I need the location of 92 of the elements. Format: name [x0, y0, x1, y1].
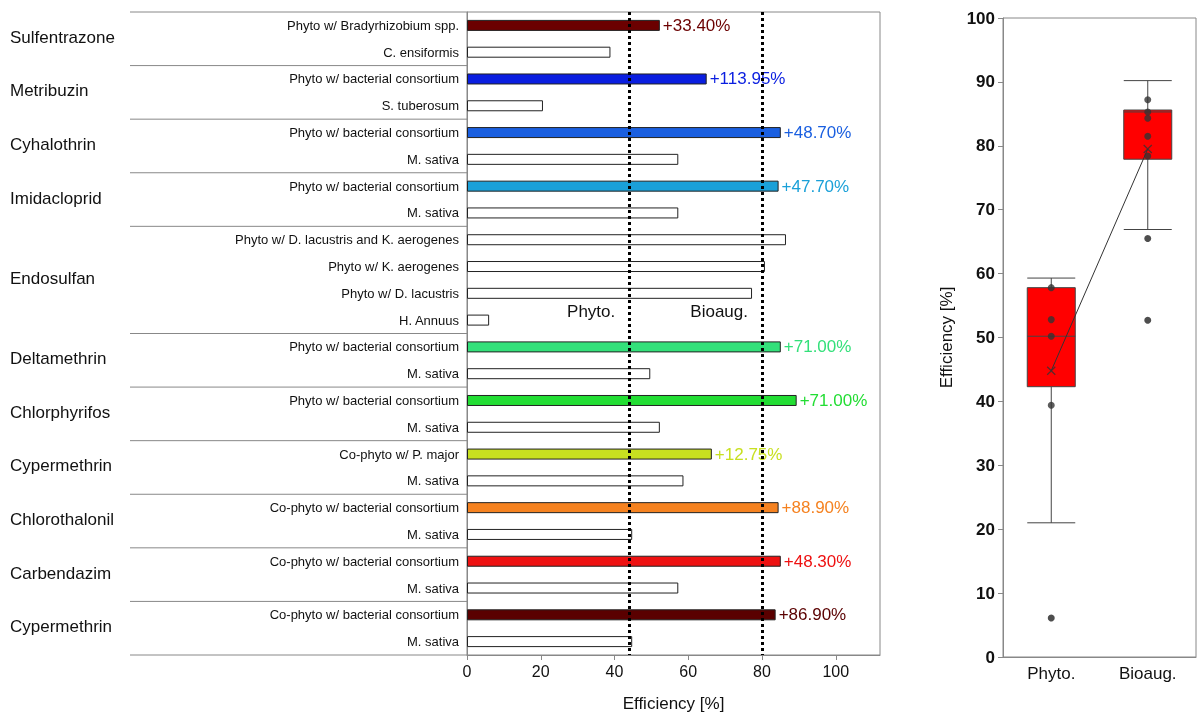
bar [467, 100, 543, 112]
bar [467, 582, 679, 594]
y-tick-label: 70 [976, 200, 995, 220]
y-tick-label: M. sativa [406, 151, 460, 167]
annotation: +47.70% [781, 176, 850, 196]
annotation: +88.90% [781, 498, 850, 518]
x-tick-label: 20 [531, 662, 550, 680]
y-tick-label: Phyto w/ bacterial consortium [289, 339, 459, 355]
annotation: +48.30% [783, 551, 852, 571]
y-tick-label: 20 [976, 519, 995, 539]
y-tick-label: 30 [976, 455, 995, 475]
bar [467, 19, 660, 31]
text: Cypermethrin [10, 617, 113, 637]
x-tick-label: 100 [822, 662, 850, 680]
annotation: +12.75% [714, 444, 783, 464]
y-tick-label: M. sativa [406, 634, 460, 650]
text: Sulfentrazone [10, 27, 115, 47]
y-tick-label: Co-phyto w/ bacterial consortium [269, 500, 459, 516]
bar [467, 287, 753, 299]
y-tick-label: M. sativa [406, 366, 460, 382]
y-tick-label: S. tuberosum [381, 98, 459, 114]
y-tick-label: M. sativa [406, 419, 460, 435]
y-axis-title: Efficiency [%] [937, 286, 956, 389]
y-tick-label: M. sativa [406, 526, 460, 542]
y-tick-label: 50 [976, 328, 995, 347]
y-tick-label: Phyto w/ D. lacustris [341, 285, 460, 301]
annotation: +71.00% [783, 337, 852, 357]
y-tick-label: Phyto w/ D. lacustris and K. aerogenes [234, 232, 460, 248]
y-tick-label: Phyto w/ K. aerogenes [328, 259, 460, 275]
bar [467, 528, 633, 540]
bar [467, 609, 776, 621]
y-tick-label: 0 [985, 647, 995, 667]
y-tick-label: Phyto w/ bacterial consortium [289, 71, 459, 87]
text: Deltamethrin [10, 349, 107, 369]
ref-line-label: Bioaug. [690, 302, 748, 321]
bar [467, 180, 779, 192]
y-tick-label: Phyto w/ Bradyrhizobium spp. [287, 17, 459, 33]
bar [467, 421, 660, 433]
bar [467, 314, 490, 326]
text: Endosulfan [10, 268, 96, 288]
text: Metribuzin [10, 81, 89, 101]
x-tick-label: Bioaug. [1118, 664, 1177, 683]
bar [467, 475, 684, 487]
bar [467, 46, 611, 58]
text: Cyhalothrin [10, 134, 96, 154]
y-tick-label: 80 [976, 136, 995, 156]
y-tick-label: M. sativa [406, 580, 460, 596]
text: Cypermethrin [10, 456, 113, 476]
bar [467, 234, 786, 246]
bar [467, 127, 781, 139]
text: Chlorphyrifos [10, 402, 111, 422]
annotation: +86.90% [778, 605, 847, 625]
x-tick-label: 0 [462, 662, 472, 680]
y-tick-label: M. sativa [406, 205, 460, 221]
text: Carbendazim [10, 563, 112, 583]
x-tick-label: 60 [679, 662, 698, 680]
bar [467, 636, 633, 648]
bar [467, 261, 765, 273]
bar [467, 502, 779, 514]
y-tick-label: 90 [976, 72, 995, 92]
y-tick-label: Phyto w/ bacterial consortium [289, 125, 459, 141]
bar [467, 555, 781, 567]
y-tick-label: Co-phyto w/ bacterial consortium [269, 553, 459, 569]
text: Chlorothalonil [10, 510, 114, 530]
x-axis-title: Efficiency [%] [622, 694, 725, 713]
bar [467, 153, 679, 165]
x-tick-label: 80 [753, 662, 771, 680]
annotation: +48.70% [783, 123, 852, 143]
y-tick-label: M. sativa [406, 473, 460, 489]
bar [467, 207, 679, 219]
y-tick-label: 60 [976, 264, 995, 284]
y-tick-label: 10 [976, 583, 995, 603]
bar [467, 368, 651, 380]
bar [467, 73, 707, 85]
ref-line-label: Phyto. [567, 302, 616, 321]
bar [467, 448, 712, 460]
x-tick-label: 40 [605, 662, 624, 680]
y-tick-label: Phyto w/ bacterial consortium [289, 178, 459, 194]
annotation: +33.40% [662, 15, 731, 35]
x-tick-label: Phyto. [1027, 664, 1076, 683]
annotation: +71.00% [799, 390, 868, 410]
y-tick-label: 100 [966, 8, 995, 28]
bar [467, 341, 781, 353]
y-tick-label: Co-phyto w/ P. major [339, 446, 460, 462]
y-tick-label: 40 [976, 391, 995, 411]
y-tick-label: Phyto w/ bacterial consortium [289, 392, 459, 408]
text: Imidacloprid [10, 188, 102, 208]
y-tick-label: C. ensiformis [383, 44, 460, 60]
bar [467, 394, 797, 406]
y-tick-label: Co-phyto w/ bacterial consortium [269, 607, 459, 623]
annotation: +113.95% [709, 69, 786, 89]
y-tick-label: H. Annuus [399, 312, 460, 328]
